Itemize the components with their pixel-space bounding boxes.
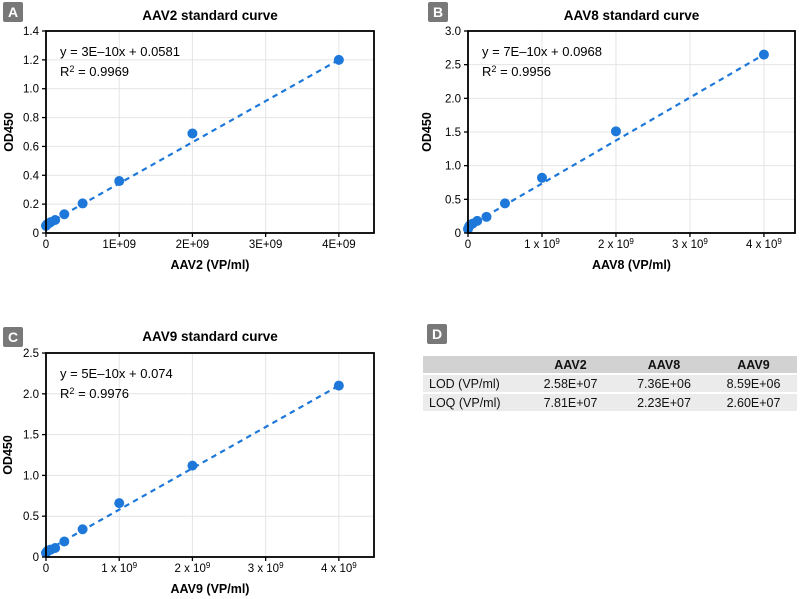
x-axis-title: AAV9 (VP/ml): [171, 582, 250, 596]
y-tick-label: 1.0: [23, 84, 39, 96]
x-axis-title: AAV8 (VP/ml): [592, 258, 671, 272]
chart-aav2-standard-curve: 0 1E+09 2E+09 3E+09 4E+09 0 0.2 0.4 0.6 0.8 1.0 1.2…: [2, 8, 375, 272]
data-point: [114, 176, 125, 187]
x-tick-label: 0: [465, 239, 471, 251]
loq-aav9-value: 2.60E+07: [726, 395, 781, 410]
chart-title: AAV2 standard curve: [142, 8, 278, 23]
y-tick-label: 1.0: [23, 470, 39, 482]
equation-text: y = 3E–10x + 0.0581: [60, 44, 180, 59]
y-tick-label: 0: [455, 228, 461, 240]
trendline: [45, 384, 340, 552]
table-header-row: AAV2 AAV8 AAV9: [423, 356, 797, 374]
r-squared-text: R2 = 0.9969: [60, 64, 129, 79]
table-header-aav9: AAV9: [737, 357, 770, 372]
x-tick-label: 3E+09: [249, 239, 283, 251]
equation-text: y = 7E–10x + 0.0968: [482, 44, 602, 59]
y-tick-label: 2.0: [445, 93, 461, 105]
loq-row-label: LOQ (VP/ml): [429, 395, 501, 410]
y-tick-label: 1.2: [23, 55, 39, 67]
x-tick-label: 4 x 109: [321, 561, 357, 575]
r-squared-text: R2 = 0.9976: [60, 386, 129, 401]
y-tick-label: 0.8: [23, 113, 39, 125]
data-point: [758, 49, 769, 60]
data-point: [114, 498, 125, 509]
data-point: [333, 54, 344, 65]
y-axis-title: OD450: [1, 435, 15, 475]
chart-title: AAV8 standard curve: [564, 8, 700, 23]
lod-row-label: LOD (VP/ml): [429, 376, 500, 391]
lod-loq-table: AAV2 AAV8 AAV9 LOD (VP/ml) 2.58E+07 7.36…: [423, 356, 797, 411]
x-axis-title: AAV2 (VP/ml): [171, 258, 250, 272]
data-point: [50, 543, 61, 554]
x-tick-label: 1 x 109: [101, 561, 137, 575]
data-point: [481, 211, 492, 222]
data-point: [472, 215, 483, 226]
data-point: [77, 198, 88, 209]
x-tick-label: 3 x 109: [672, 237, 708, 251]
x-tick-label: 3 x 109: [248, 561, 284, 575]
x-tick-label: 1 x 109: [524, 237, 560, 251]
chart-aav8-standard-curve: 0 1 x 109 2 x 109 3 x 109 4 x 109 0 0.5 1.0 1.5 2…: [420, 8, 796, 272]
chart-title: AAV9 standard curve: [142, 329, 278, 344]
y-tick-label: 0.5: [445, 194, 461, 206]
y-tick-label: 3.0: [445, 26, 461, 38]
trendline: [467, 53, 765, 228]
x-tick-label: 2 x 109: [598, 237, 634, 251]
y-tick-label: 0.6: [23, 141, 39, 153]
data-point: [333, 380, 344, 391]
y-tick-label: 1.5: [445, 127, 461, 139]
y-tick-label: 0.2: [23, 199, 39, 211]
r-squared-text: R2 = 0.9956: [482, 64, 551, 79]
x-tick-label: 1E+09: [102, 239, 136, 251]
table-header-aav2: AAV2: [554, 357, 587, 372]
lod-aav8-value: 7.36E+06: [637, 376, 691, 391]
y-tick-label: 0: [33, 552, 39, 564]
y-tick-label: 2.5: [23, 348, 39, 360]
table-header-empty: [423, 356, 523, 374]
x-tick-label: 4 x 109: [746, 237, 782, 251]
panel-c-label: C: [3, 327, 23, 347]
data-point: [499, 198, 510, 209]
y-tick-label: 0: [33, 228, 39, 240]
data-point: [187, 128, 198, 139]
data-point: [187, 460, 198, 471]
data-point: [59, 536, 70, 547]
plot-border: [45, 352, 375, 558]
loq-aav2-value: 7.81E+07: [543, 395, 598, 410]
y-tick-label: 2.0: [23, 389, 39, 401]
x-tick-label: 0: [43, 239, 49, 251]
y-tick-label: 1.5: [23, 430, 39, 442]
equation-text: y = 5E–10x + 0.074: [60, 366, 173, 381]
y-tick-label: 2.5: [445, 60, 461, 72]
chart-aav9-standard-curve: 0 1 x 109 2 x 109 3 x 109 4 x 109 0 0.5 1.0 1.5 2…: [1, 329, 375, 596]
data-point: [77, 524, 88, 535]
table-row-loq: LOQ (VP/ml) 7.81E+07 2.23E+07 2.60E+07: [423, 393, 797, 411]
data-point: [610, 126, 621, 137]
trendline: [45, 58, 340, 226]
panel-d-label: D: [427, 324, 447, 344]
panel-a-label: A: [3, 2, 23, 22]
x-tick-label: 4E+09: [322, 239, 356, 251]
x-tick-label: 0: [43, 563, 49, 575]
y-axis-title: OD450: [420, 112, 434, 152]
data-point: [59, 209, 70, 220]
y-axis-title: OD450: [2, 112, 16, 152]
lod-aav9-value: 8.59E+06: [726, 376, 781, 391]
plot-border: [45, 30, 375, 234]
y-tick-label: 0.5: [23, 511, 39, 523]
x-tick-label: 2 x 109: [175, 561, 211, 575]
y-tick-label: 1.4: [23, 26, 40, 38]
panel-b-label: B: [428, 2, 448, 22]
table-row-lod: LOD (VP/ml) 2.58E+07 7.36E+06 8.59E+06: [423, 374, 797, 393]
loq-aav8-value: 2.23E+07: [637, 395, 691, 410]
y-tick-label: 1.0: [445, 161, 461, 173]
x-tick-label: 2E+09: [176, 239, 210, 251]
lod-aav2-value: 2.58E+07: [543, 376, 598, 391]
data-point: [536, 172, 547, 183]
table-header-aav8: AAV8: [647, 357, 681, 372]
y-tick-label: 0.4: [23, 170, 40, 182]
data-point: [50, 215, 61, 226]
